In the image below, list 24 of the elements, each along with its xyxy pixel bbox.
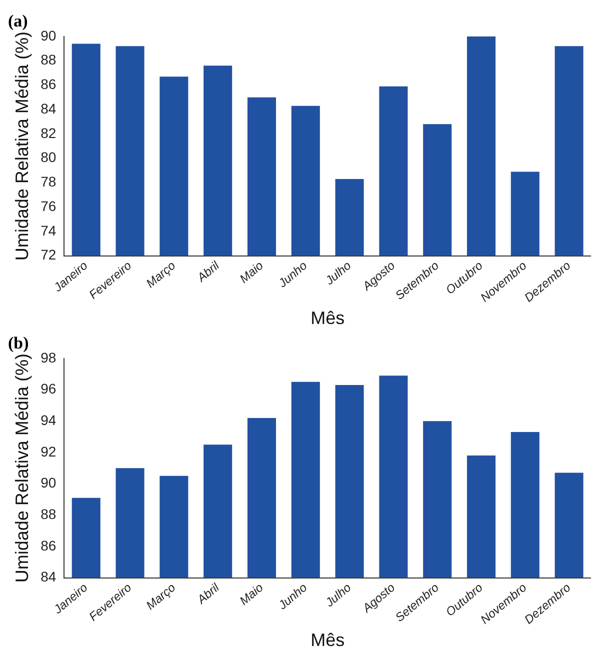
y-tick-label: 92	[40, 443, 56, 460]
y-tick-label: 80	[40, 149, 56, 166]
y-axis-title: Umidade Relativa Média (%)	[12, 354, 32, 583]
y-tick-label: 96	[40, 380, 56, 397]
x-axis-title: Mês	[310, 308, 345, 328]
y-tick-label: 88	[40, 52, 56, 68]
chart-title: (a)	[8, 12, 28, 31]
y-axis-title: Umidade Relativa Média (%)	[12, 32, 32, 261]
y-tick-label: 84	[40, 100, 56, 116]
y-tick-label: 84	[40, 568, 56, 585]
x-axis-title: Mês	[310, 630, 345, 650]
y-tick-label: 72	[40, 246, 56, 263]
y-tick-label: 74	[40, 222, 56, 238]
y-tick-label: 94	[40, 412, 56, 428]
y-tick-label: 98	[40, 349, 56, 366]
chart-title: (b)	[8, 334, 29, 353]
y-tick-label: 88	[40, 506, 56, 522]
y-tick-label: 90	[40, 474, 56, 491]
y-tick-label: 76	[40, 198, 56, 214]
y-tick-label: 82	[40, 124, 56, 141]
y-tick-label: 78	[40, 174, 56, 190]
y-tick-label: 90	[40, 27, 56, 44]
y-tick-label: 86	[40, 76, 56, 92]
y-tick-label: 86	[40, 537, 56, 554]
